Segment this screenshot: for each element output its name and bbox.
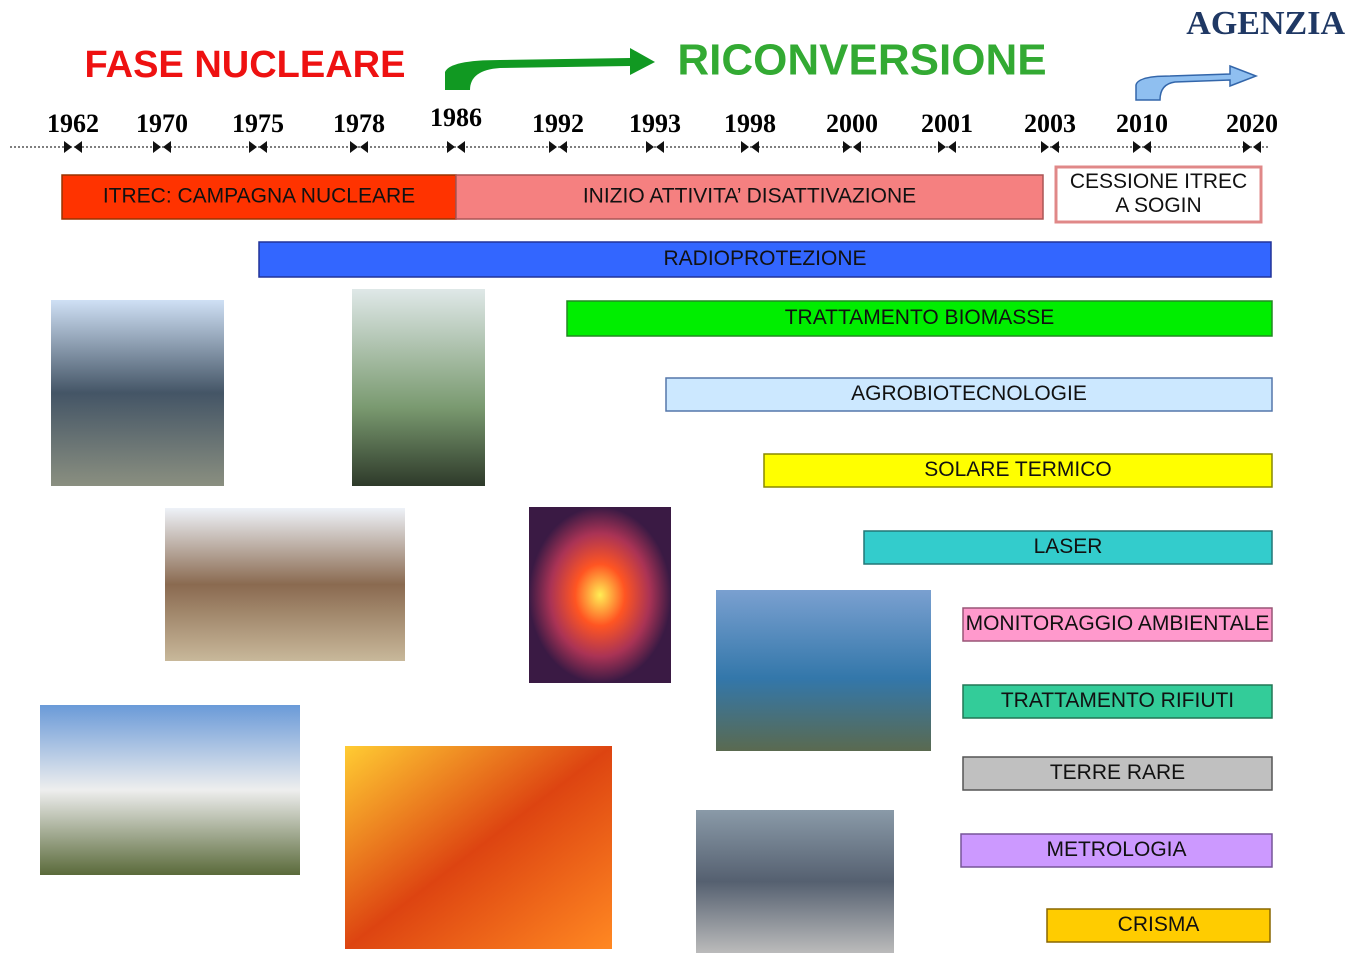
photo — [696, 810, 894, 953]
bar-label: TRATTAMENTO BIOMASSE — [785, 306, 1055, 329]
photo — [51, 300, 224, 486]
bar-label: CRISMA — [1118, 913, 1200, 936]
bar-label: LASER — [1034, 535, 1103, 558]
bar-label: TRATTAMENTO RIFIUTI — [1001, 689, 1234, 712]
photo — [716, 590, 931, 751]
year-label: 1992 — [532, 109, 584, 138]
corner-title: AGENZIA — [1186, 5, 1345, 42]
arrow — [1136, 66, 1256, 100]
year-label: 2000 — [826, 109, 878, 138]
year-label: 1998 — [724, 109, 776, 138]
bar-label: SOLARE TERMICO — [924, 458, 1111, 481]
year-label: 1986 — [430, 103, 482, 132]
bar-label: CESSIONE ITREC — [1070, 170, 1247, 193]
year-label: 1970 — [136, 109, 188, 138]
bar-label: METROLOGIA — [1046, 838, 1186, 861]
photo — [165, 508, 405, 661]
year-label: 1978 — [333, 109, 385, 138]
bar-label: INIZIO ATTIVITA’ DISATTIVAZIONE — [583, 185, 916, 208]
year-label: 1962 — [47, 109, 99, 138]
photo — [345, 746, 612, 949]
bar-label: TERRE RARE — [1050, 761, 1185, 784]
phase-title: FASE NUCLEARE — [85, 44, 406, 86]
year-label: 1975 — [232, 109, 284, 138]
year-label: 1993 — [629, 109, 681, 138]
year-label: 2001 — [921, 109, 973, 138]
year-label: 2010 — [1116, 109, 1168, 138]
bar-label: ITREC: CAMPAGNA NUCLEARE — [103, 185, 415, 208]
photo — [352, 289, 485, 486]
photo — [40, 705, 300, 875]
arrow — [445, 48, 655, 90]
year-label: 2020 — [1226, 109, 1278, 138]
photo — [529, 507, 671, 683]
tick — [64, 141, 82, 153]
bar-label: RADIOPROTEZIONE — [663, 247, 866, 270]
bar-label: MONITORAGGIO AMBIENTALE — [966, 612, 1270, 635]
year-label: 2003 — [1024, 109, 1076, 138]
bar-label: A SOGIN — [1115, 194, 1201, 217]
bar-label: AGROBIOTECNOLOGIE — [851, 382, 1087, 405]
phase-title: RICONVERSIONE — [677, 36, 1046, 85]
timeline-diagram: FASE NUCLEARE RICONVERSIONE AGENZIA 1962… — [0, 0, 1365, 953]
